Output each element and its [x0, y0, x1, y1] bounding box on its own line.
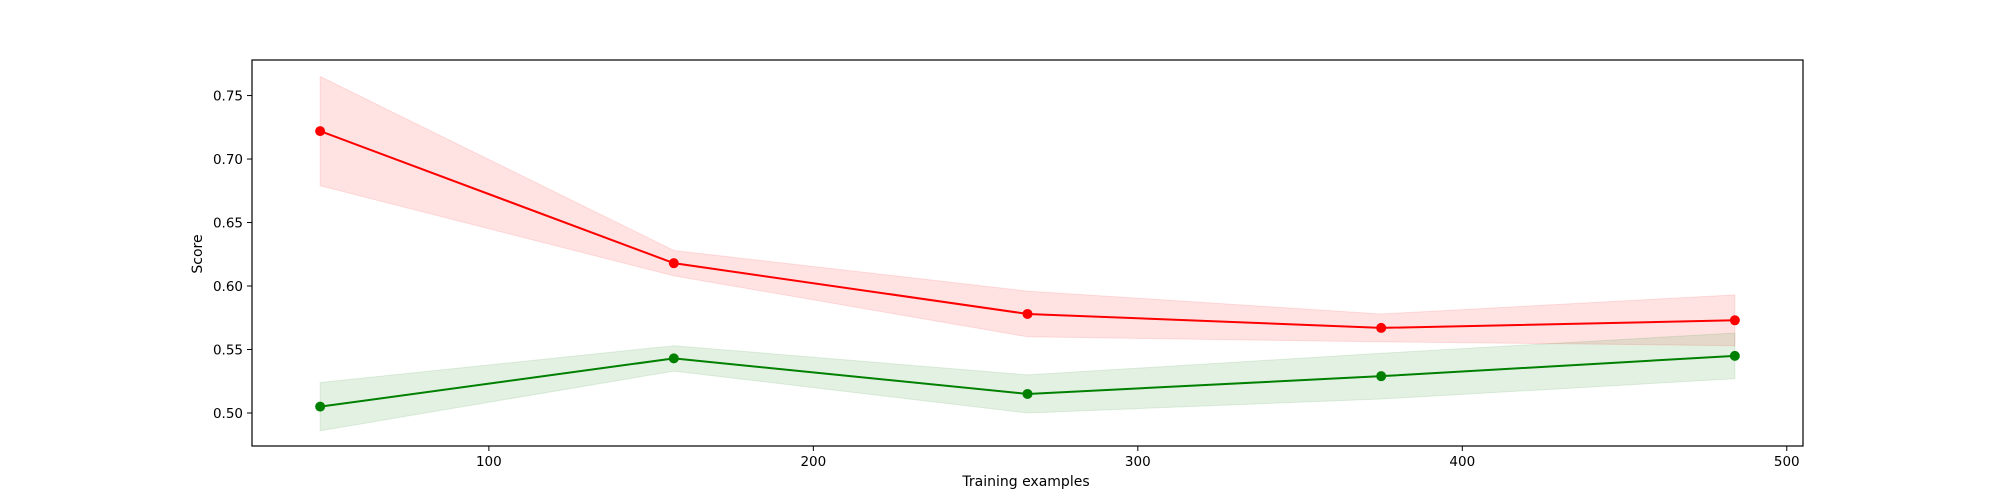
green-data-point — [668, 353, 679, 364]
x-tick-label: 300 — [1125, 454, 1151, 470]
x-axis-label: Training examples — [961, 474, 1089, 490]
x-tick-label: 100 — [476, 454, 502, 470]
y-axis-label: Score — [190, 234, 206, 273]
plot-frame — [251, 59, 1804, 447]
y-tick-label: 0.60 — [213, 279, 243, 295]
y-tick-label: 0.50 — [213, 406, 243, 422]
red-confidence-band — [319, 75, 1736, 347]
red-data-point — [668, 258, 679, 269]
green-data-point — [1022, 388, 1033, 399]
y-tick-label: 0.70 — [213, 152, 243, 168]
x-axis: 100 200 300 400 500 — [476, 446, 1800, 470]
red-data-point — [1376, 322, 1387, 333]
y-tick-label: 0.65 — [213, 216, 243, 232]
y-axis: 0.50 0.55 0.60 0.65 0.70 0.75 — [213, 89, 252, 422]
series-markers — [315, 126, 1740, 412]
y-tick-label: 0.55 — [213, 343, 243, 359]
y-tick-label: 0.75 — [213, 89, 243, 105]
x-tick-label: 400 — [1449, 454, 1475, 470]
x-tick-label: 500 — [1774, 454, 1800, 470]
green-data-point — [1376, 371, 1387, 382]
green-data-point — [1729, 350, 1740, 361]
red-data-point — [1022, 308, 1033, 319]
x-tick-label: 200 — [800, 454, 826, 470]
red-data-point — [1729, 315, 1740, 326]
red-data-point — [315, 126, 326, 137]
green-data-point — [315, 401, 326, 412]
